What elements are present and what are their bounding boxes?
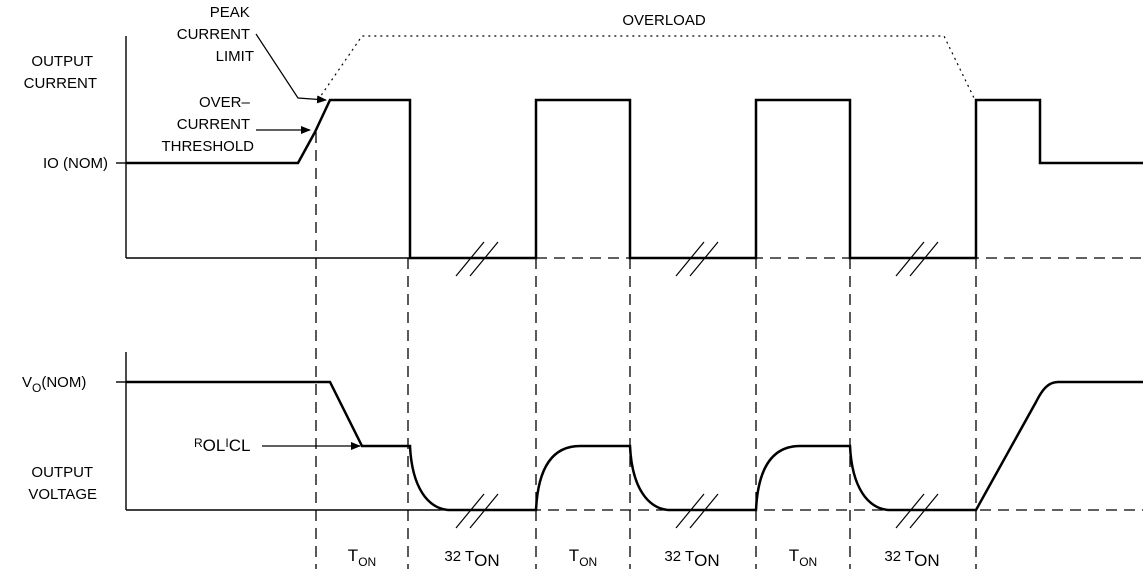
output-current-label: OUTPUT CURRENT	[24, 53, 97, 92]
overload-label: OVERLOAD	[622, 12, 706, 29]
t-32-on-label: 32 TON	[444, 548, 499, 569]
rol-icl-label: ROLICL	[194, 436, 250, 455]
t-on-label: TON	[789, 546, 817, 569]
overload-envelope	[317, 35, 976, 101]
overcurrent-threshold-label: OVER– CURRENT THRESHOLD	[161, 94, 254, 155]
io-nom-label: IO (NOM)	[43, 155, 108, 172]
peak-limit-arrow	[255, 33, 327, 104]
t-on-label: TON	[569, 546, 597, 569]
peak-current-limit-label: PEAK CURRENT LIMIT	[177, 4, 254, 65]
t-32-on-label: 32 TON	[884, 548, 939, 569]
t-on-label: TON	[348, 546, 376, 569]
output-voltage-label: OUTPUT VOLTAGE	[28, 464, 97, 503]
current-break-marks	[455, 241, 939, 277]
voltage-waveform	[126, 380, 1143, 512]
t-32-on-label: 32 TON	[664, 548, 719, 569]
timing-guides	[315, 132, 977, 569]
voltage-break-marks	[455, 493, 939, 529]
vo-nom-label: VO(NOM)	[22, 374, 86, 395]
timing-labels: TON 32 TON TON 32 TON TON 32 TON	[348, 546, 940, 569]
current-waveform	[126, 98, 1143, 260]
